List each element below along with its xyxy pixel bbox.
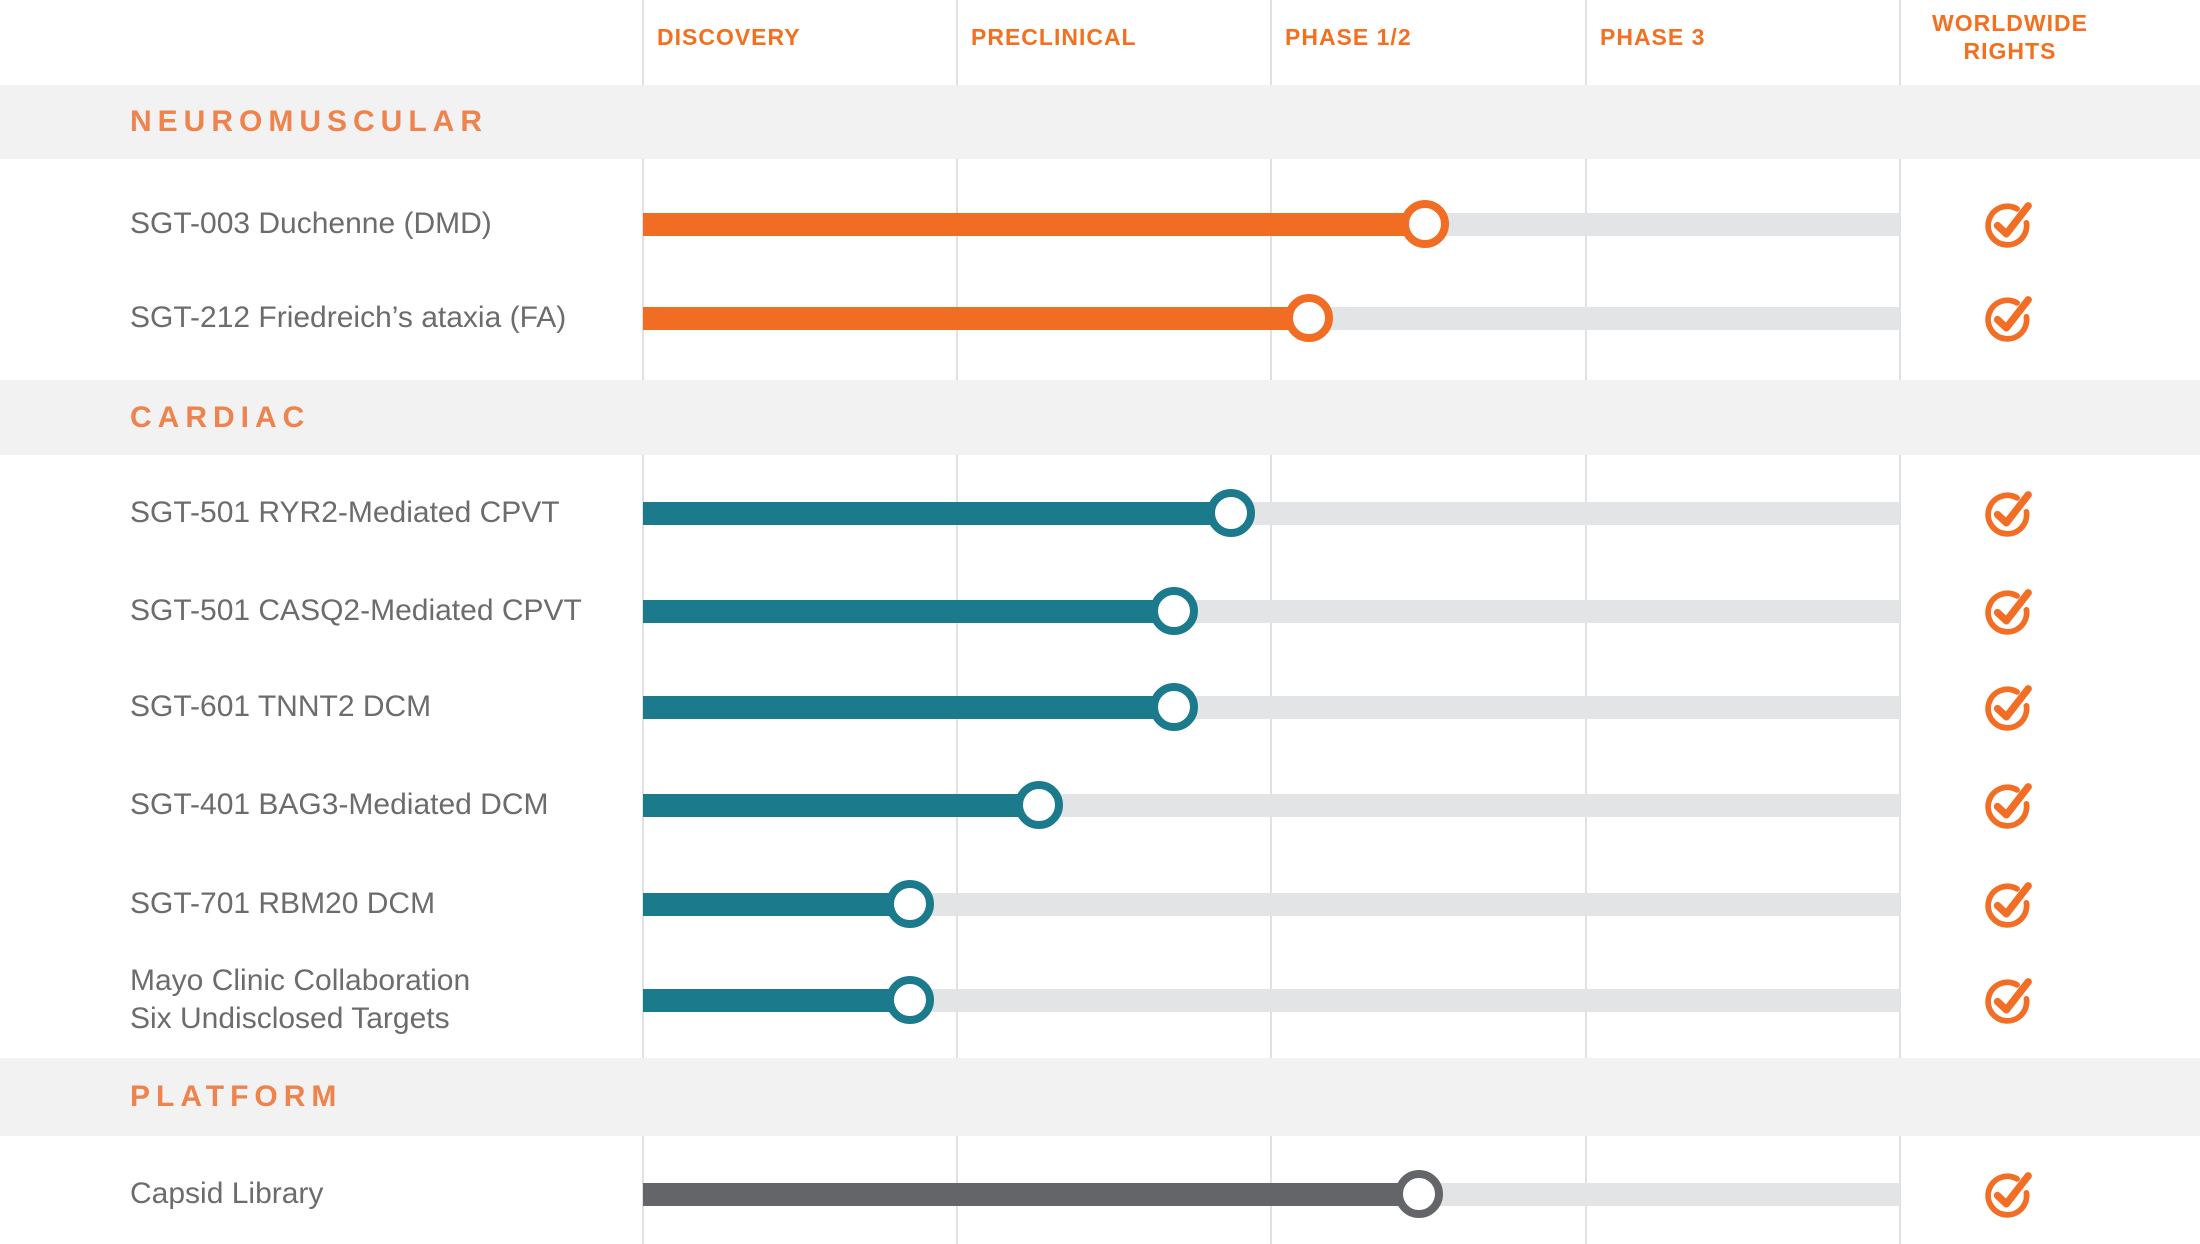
program-label: SGT-501 RYR2-Mediated CPVT	[130, 494, 560, 532]
worldwide-rights-check-icon	[1985, 589, 2032, 635]
program-label-line1: SGT-601 TNNT2 DCM	[130, 690, 432, 723]
program-label-line1: SGT-501 CASQ2-Mediated CPVT	[130, 594, 582, 627]
progress-bar	[643, 695, 1175, 719]
stage-track	[643, 892, 1900, 916]
program-label: SGT-003 Duchenne (DMD)	[130, 205, 492, 243]
progress-marker	[886, 880, 935, 928]
program-label: Capsid Library	[130, 1175, 323, 1213]
column-header-preclinical: PRECLINICAL	[971, 23, 1137, 50]
progress-marker	[1206, 489, 1255, 537]
program-label-line1: Mayo Clinic Collaboration	[130, 964, 471, 997]
column-header-phase-1-2: PHASE 1/2	[1285, 23, 1412, 50]
progress-bar	[643, 501, 1231, 525]
progress-bar	[643, 306, 1310, 330]
program-label-line1: SGT-701 RBM20 DCM	[130, 887, 436, 920]
progress-marker	[1150, 683, 1199, 731]
worldwide-rights-check-icon	[1985, 783, 2032, 829]
section-band: CARDIAC	[0, 380, 2200, 455]
section-title: CARDIAC	[130, 400, 311, 434]
worldwide-rights-check-icon	[1985, 685, 2032, 731]
section-title: PLATFORM	[130, 1080, 343, 1113]
program-label: SGT-401 BAG3-Mediated DCM	[130, 786, 549, 824]
program-label-line1: Capsid Library	[130, 1177, 324, 1210]
progress-marker	[1285, 294, 1334, 342]
section-title: NEUROMUSCULAR	[130, 105, 488, 138]
program-label: SGT-501 CASQ2-Mediated CPVT	[130, 592, 582, 630]
progress-marker	[1395, 1170, 1444, 1218]
progress-marker	[1401, 200, 1450, 248]
worldwide-rights-check-icon	[1985, 978, 2032, 1024]
progress-bar	[643, 1182, 1420, 1206]
program-label: SGT-701 RBM20 DCM	[130, 885, 435, 923]
worldwide-rights-check-icon	[1985, 296, 2032, 342]
program-label: SGT-601 TNNT2 DCM	[130, 688, 431, 726]
program-label: Mayo Clinic Collaboration Six Undisclose…	[130, 962, 470, 1038]
progress-bar	[643, 212, 1426, 236]
progress-marker	[886, 976, 935, 1024]
progress-marker	[1150, 587, 1199, 635]
stage-track	[643, 988, 1900, 1012]
program-label-line1: SGT-003 Duchenne (DMD)	[130, 207, 492, 240]
program-label-line2: Six Undisclosed Targets	[130, 1002, 450, 1035]
progress-bar	[643, 988, 911, 1012]
column-header-phase-3: PHASE 3	[1600, 23, 1706, 50]
worldwide-rights-check-icon	[1985, 1172, 2032, 1218]
program-label: SGT-212 Friedreich’s ataxia (FA)	[130, 299, 566, 337]
progress-bar	[643, 599, 1175, 623]
column-header-worldwide-rights: WORLDWIDE RIGHTS	[1932, 9, 2088, 64]
progress-bar	[643, 793, 1039, 817]
gridline	[1899, 0, 1901, 1244]
worldwide-rights-check-icon	[1985, 202, 2032, 248]
worldwide-rights-check-icon	[1985, 882, 2032, 928]
program-label-line1: SGT-401 BAG3-Mediated DCM	[130, 788, 549, 821]
column-header-discovery: DISCOVERY	[657, 23, 801, 50]
progress-marker	[1014, 781, 1063, 829]
progress-bar	[643, 892, 911, 916]
program-label-line1: SGT-212 Friedreich’s ataxia (FA)	[130, 301, 567, 334]
worldwide-rights-check-icon	[1985, 491, 2032, 537]
section-band: NEUROMUSCULAR	[0, 85, 2200, 159]
program-label-line1: SGT-501 RYR2-Mediated CPVT	[130, 496, 560, 529]
section-band: PLATFORM	[0, 1058, 2200, 1136]
